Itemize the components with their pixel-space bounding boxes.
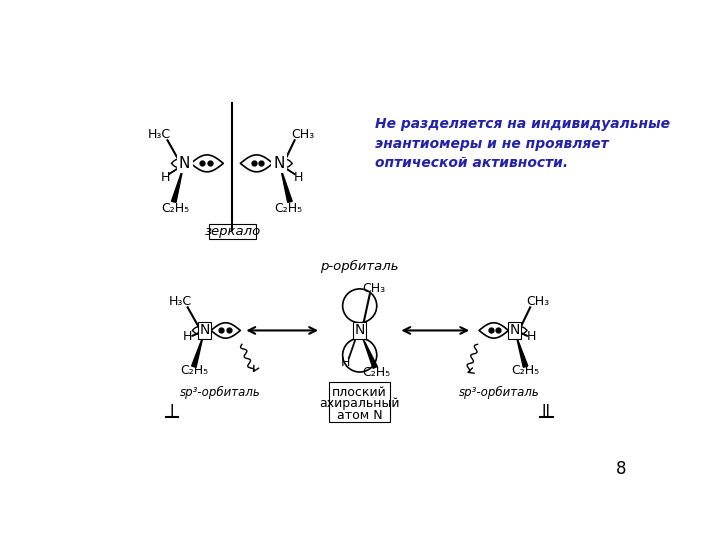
Text: N: N — [510, 323, 520, 338]
Text: N: N — [274, 156, 285, 171]
Text: N: N — [199, 323, 210, 338]
Text: I: I — [170, 404, 174, 419]
Polygon shape — [516, 336, 528, 367]
Polygon shape — [363, 338, 377, 368]
Text: II: II — [541, 404, 550, 419]
Text: плоский: плоский — [333, 386, 387, 399]
Text: C₂H₅: C₂H₅ — [274, 201, 302, 214]
Polygon shape — [171, 168, 183, 202]
Text: CH₃: CH₃ — [291, 127, 314, 140]
FancyBboxPatch shape — [330, 382, 390, 422]
Text: CH₃: CH₃ — [362, 281, 385, 295]
Text: зеркало: зеркало — [204, 225, 261, 238]
Text: H: H — [183, 330, 192, 343]
Text: N: N — [179, 156, 190, 171]
Text: H₃C: H₃C — [148, 127, 171, 140]
Text: sp³-орбиталь: sp³-орбиталь — [180, 386, 261, 399]
Polygon shape — [192, 336, 203, 367]
Text: ахиральный: ахиральный — [320, 397, 400, 410]
Text: sp³-орбиталь: sp³-орбиталь — [459, 386, 539, 399]
Text: 8: 8 — [616, 460, 626, 478]
Text: p-орбиталь: p-орбиталь — [320, 260, 399, 273]
Text: H: H — [161, 171, 170, 184]
Text: C₂H₅: C₂H₅ — [161, 201, 189, 214]
Text: C₂H₅: C₂H₅ — [363, 366, 391, 379]
Text: H: H — [294, 171, 303, 184]
Text: H: H — [341, 356, 351, 369]
Text: Не разделяется на индивидуальные
энантиомеры и не проявляет
оптической активност: Не разделяется на индивидуальные энантио… — [375, 117, 670, 170]
Polygon shape — [281, 168, 292, 202]
Text: C₂H₅: C₂H₅ — [180, 364, 208, 377]
Text: N: N — [354, 323, 365, 338]
Text: H: H — [527, 330, 536, 343]
Text: атом N: атом N — [337, 409, 382, 422]
Text: H₃C: H₃C — [168, 295, 192, 308]
Text: CH₃: CH₃ — [526, 295, 549, 308]
FancyBboxPatch shape — [210, 224, 256, 239]
Text: C₂H₅: C₂H₅ — [511, 364, 539, 377]
